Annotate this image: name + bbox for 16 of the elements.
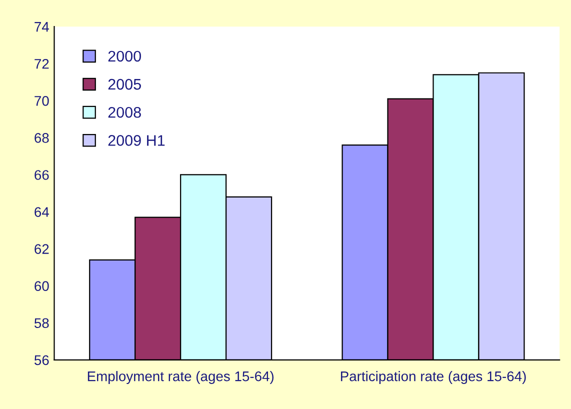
y-tick-label: 64 — [34, 207, 49, 217]
legend-label: 2000 — [108, 50, 141, 62]
legend-label: 2005 — [108, 78, 141, 90]
y-tick-label: 56 — [34, 355, 49, 366]
legend-label: 2009 H1 — [108, 135, 165, 146]
y-tick-label: 72 — [34, 58, 49, 69]
legend-label: 2008 — [108, 106, 141, 118]
y-tick-label: 68 — [34, 133, 49, 143]
x-tick-label: Participation rate (ages 15-64) — [340, 371, 526, 384]
y-tick-label: 58 — [34, 318, 49, 328]
y-tick-label: 62 — [34, 244, 49, 254]
y-tick-label: 74 — [34, 22, 49, 32]
x-tick-label: Employment rate (ages 15-64) — [88, 371, 274, 384]
y-tick-label: 66 — [34, 170, 49, 180]
y-tick-label: 70 — [34, 96, 49, 106]
y-tick-label: 60 — [34, 281, 49, 292]
